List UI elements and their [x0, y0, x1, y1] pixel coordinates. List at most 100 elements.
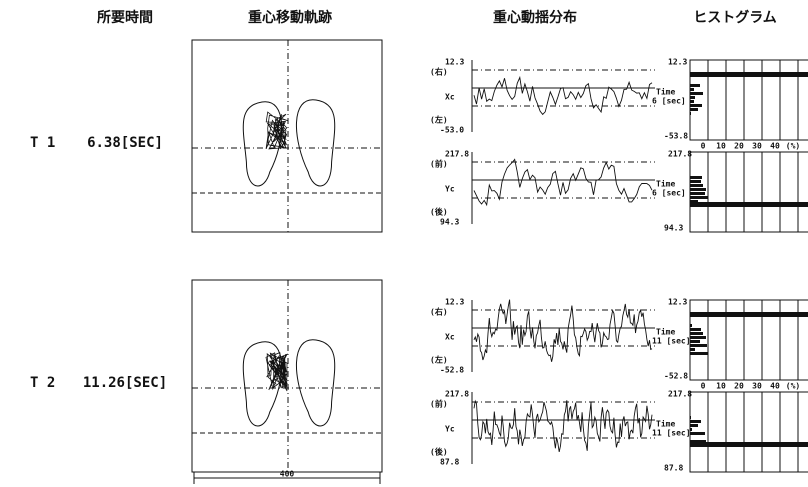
hist-bar: [690, 440, 706, 443]
hist-bar: [690, 96, 695, 99]
sway-trace: [474, 400, 652, 452]
trial-time: 11.26[SEC]: [83, 375, 167, 391]
hist-tick: 30: [752, 142, 762, 151]
hist-tick: 40: [770, 142, 780, 151]
axis-name: Xc: [445, 333, 455, 342]
hist-bar: [690, 184, 703, 187]
sway-trace: [474, 300, 652, 362]
page: 所要時間 重心移動軌跡 重心動揺分布 ヒストグラム 400 T 16.38[SE…: [0, 0, 808, 487]
range-bottom: -53.0: [440, 126, 464, 135]
hist-bar: [690, 112, 691, 115]
time-value: 6 [sec]: [652, 189, 686, 198]
header-time: 所要時間: [97, 9, 153, 26]
scale-label: 400: [280, 470, 295, 479]
header-sway: 重心動揺分布: [493, 9, 577, 26]
right-foot: [296, 340, 334, 426]
time-value: 11 [sec]: [652, 337, 691, 346]
direction-bottom: (左): [430, 355, 448, 365]
hist-bar: [690, 180, 701, 183]
range-top: 12.3: [445, 58, 464, 67]
time-value: 6 [sec]: [652, 97, 686, 106]
hist-bar: [690, 420, 701, 423]
header-trajectory: 重心移動軌跡: [248, 9, 332, 26]
hist-tick: (%): [786, 382, 800, 391]
hist-tick: 20: [734, 142, 744, 151]
hist-bar: [690, 348, 695, 351]
hist-tick: 10: [716, 382, 726, 391]
sway-trajectory: [266, 112, 288, 149]
hist-bar: [690, 424, 698, 427]
range-bottom: 87.8: [440, 458, 459, 467]
hist-bar: [690, 416, 691, 419]
hist-bottom: -53.8: [664, 132, 688, 141]
time-label: Time: [656, 419, 675, 429]
hist-bar: [690, 344, 707, 347]
range-bottom: -52.8: [440, 366, 464, 375]
direction-bottom: (左): [430, 115, 448, 125]
hist-peak: [690, 312, 808, 317]
hist-tick: 10: [716, 142, 726, 151]
trial-label: T 2: [30, 375, 55, 391]
trial-time: 6.38[SEC]: [87, 135, 163, 151]
direction-top: (右): [430, 307, 448, 317]
hist-bar: [690, 100, 694, 103]
hist-bar: [690, 340, 700, 343]
hist-bar: [690, 428, 692, 431]
hist-tick: (%): [786, 142, 800, 151]
hist-bottom: -52.8: [664, 372, 688, 381]
range-bottom: 94.3: [440, 218, 459, 227]
hist-top: 217.8: [668, 390, 692, 399]
hist-bar: [690, 204, 699, 207]
direction-top: (右): [430, 67, 448, 77]
sway-trajectory: [266, 353, 287, 391]
header-histogram: ヒストグラム: [693, 9, 777, 26]
hist-bar: [690, 92, 703, 95]
hist-bar: [690, 192, 705, 195]
hist-tick: 30: [752, 382, 762, 391]
hist-bar: [690, 200, 698, 203]
hist-bar: [690, 324, 692, 327]
hist-bar: [690, 104, 702, 107]
direction-top: (前): [430, 399, 448, 409]
axis-name: Yc: [445, 425, 455, 434]
right-foot: [296, 100, 334, 186]
hist-peak: [690, 202, 808, 207]
axis-name: Yc: [445, 185, 455, 194]
sway-trace: [474, 78, 652, 115]
time-value: 11 [sec]: [652, 429, 691, 438]
hist-top: 217.8: [668, 150, 692, 159]
range-top: 217.8: [445, 150, 469, 159]
hist-bar: [690, 196, 708, 199]
trial-label: T 1: [30, 135, 55, 151]
time-label: Time: [656, 87, 675, 97]
hist-bar: [690, 328, 701, 331]
hist-peak: [690, 442, 808, 447]
direction-top: (前): [430, 159, 448, 169]
hist-peak: [690, 72, 808, 77]
trajectory-box: [192, 40, 382, 232]
figure: 所要時間 重心移動軌跡 重心動揺分布 ヒストグラム 400 T 16.38[SE…: [0, 0, 808, 487]
direction-bottom: (後): [430, 207, 448, 217]
axis-name: Xc: [445, 93, 455, 102]
hist-top: 12.3: [668, 298, 687, 307]
hist-bar: [690, 84, 700, 87]
hist-bar: [690, 444, 703, 447]
direction-bottom: (後): [430, 447, 448, 457]
hist-bottom: 94.3: [664, 224, 683, 233]
hist-bar: [690, 336, 706, 339]
hist-bar: [690, 432, 705, 435]
hist-tick: 40: [770, 382, 780, 391]
hist-tick: 20: [734, 382, 744, 391]
hist-bar: [690, 188, 706, 191]
range-top: 12.3: [445, 298, 464, 307]
hist-bar: [690, 352, 708, 355]
time-label: Time: [656, 327, 675, 337]
hist-bar: [690, 88, 694, 91]
hist-bar: [690, 108, 698, 111]
hist-tick: 0: [701, 142, 706, 151]
hist-tick: 0: [701, 382, 706, 391]
time-label: Time: [656, 179, 675, 189]
hist-bar: [690, 332, 703, 335]
range-top: 217.8: [445, 390, 469, 399]
hist-bar: [690, 176, 702, 179]
